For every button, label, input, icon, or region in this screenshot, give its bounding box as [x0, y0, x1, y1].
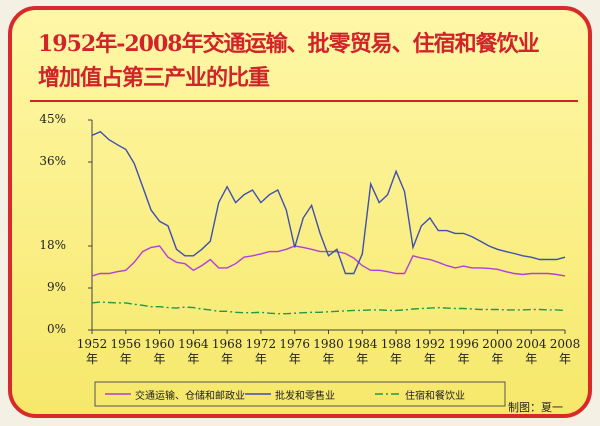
chart-title: 1952年-2008年交通运输、批零贸易、住宿和餐饮业: [38, 31, 540, 57]
x-tick-label: 1964年: [178, 337, 209, 366]
x-tick-label: 1960年: [144, 337, 175, 366]
x-tick-label: 1988年: [380, 337, 412, 366]
legend-box: [94, 381, 506, 407]
credit: 制图：夏一: [508, 401, 563, 414]
x-tick-label: 1972年: [245, 337, 277, 366]
y-tick-label: 18%: [39, 238, 66, 252]
x-tick-label: 2008年: [549, 337, 581, 366]
legend-label: 住宿和餐饮业: [405, 391, 465, 402]
x-tick-label: 1992年: [414, 337, 446, 366]
series-line: [91, 130, 566, 275]
x-tick-label: 2000年: [482, 337, 513, 366]
x-tick-label: 1956年: [110, 337, 142, 366]
y-tick-label: 9%: [46, 280, 66, 294]
x-tick-label: 1976年: [279, 337, 310, 366]
x-tick-label: 1996年: [448, 337, 479, 366]
y-tick-label: 0%: [46, 322, 66, 336]
series-line: [91, 301, 566, 315]
frame: [8, 6, 592, 418]
x-tick-label: 2004年: [515, 337, 547, 366]
y-tick-label: 36%: [39, 154, 66, 168]
legend-label: 交通运输、仓储和邮政业: [135, 391, 245, 402]
x-tick-label: 1968年: [211, 337, 243, 366]
legend-label: 批发和零售业: [275, 391, 335, 402]
x-tick-label: 1984年: [347, 337, 378, 366]
series-line: [91, 245, 566, 277]
x-tick-label: 1952年: [76, 337, 108, 366]
y-tick-label: 45%: [39, 112, 66, 126]
x-tick-label: 1980年: [313, 337, 344, 366]
chart-title: 增加值占第三产业的比重: [38, 65, 270, 91]
